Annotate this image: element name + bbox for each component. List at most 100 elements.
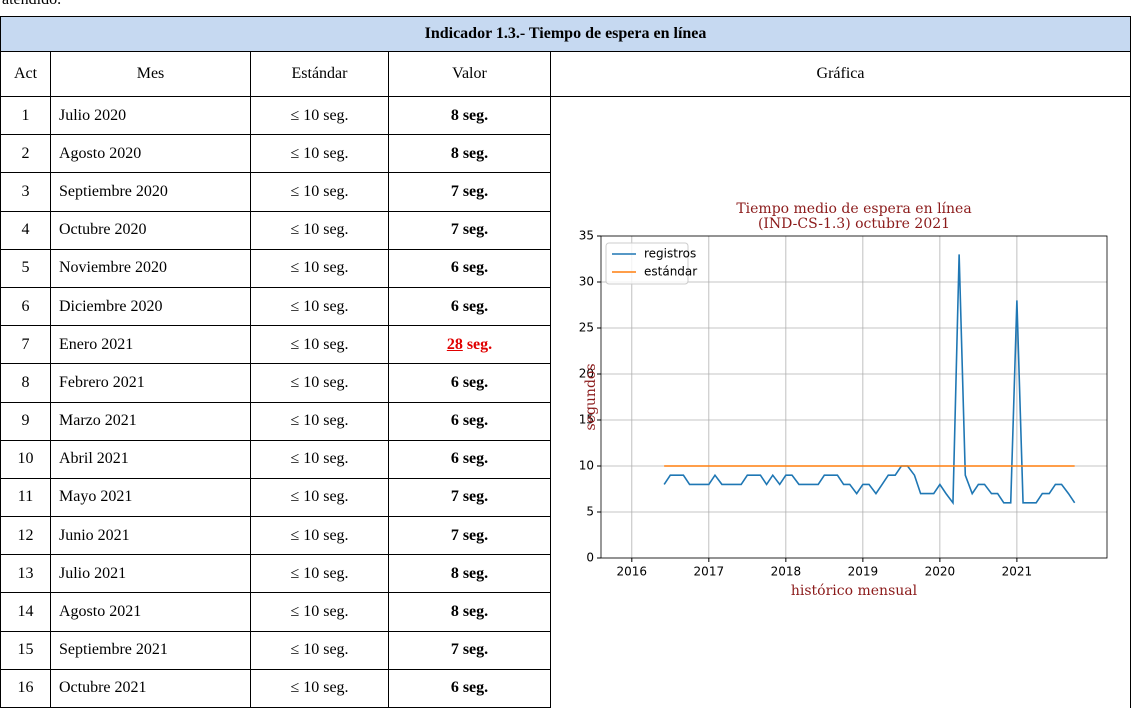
value-cell: 6 seg. — [388, 363, 551, 403]
data-line — [663, 254, 1076, 506]
value-cell: 7 seg. — [388, 210, 551, 250]
act-cell: 2 — [0, 134, 51, 174]
value-cell: 8 seg. — [388, 134, 551, 174]
table-row: 12 Junio 2021 ≤ 10 seg. 7 seg. — [0, 516, 1131, 556]
standard-cell: ≤ 10 seg. — [250, 95, 389, 136]
value-number: 28 — [446, 335, 463, 353]
value-cell: 6 seg. — [388, 286, 551, 327]
act-cell: 8 — [0, 363, 51, 403]
y-tick-label: 35 — [579, 229, 594, 243]
table-row: 9 Marzo 2021 ≤ 10 seg. 6 seg. — [0, 401, 1131, 441]
month-cell: Mayo 2021 — [50, 477, 251, 518]
act-cell: 6 — [0, 286, 51, 327]
table-row: 8 Febrero 2021 ≤ 10 seg. 6 seg. — [0, 363, 1131, 403]
month-cell: Octubre 2021 — [50, 668, 251, 708]
x-tick-label: 2019 — [848, 565, 879, 579]
month-cell: Enero 2021 — [50, 325, 251, 365]
column-header: Mes — [50, 51, 251, 97]
x-tick-label: 2017 — [694, 565, 725, 579]
table-title: Indicador 1.3.- Tiempo de espera en líne… — [0, 16, 1131, 52]
value-cell: 7 seg. — [388, 516, 551, 556]
column-header: Valor — [388, 51, 551, 97]
value-cell: 8 seg. — [388, 592, 551, 632]
standard-cell: ≤ 10 seg. — [250, 592, 389, 632]
table-body: Indicador 1.3.- Tiempo de espera en líne… — [0, 16, 1131, 708]
y-tick-label: 5 — [586, 505, 594, 519]
table-row: 7 Enero 2021 ≤ 10 seg. 28 seg. — [0, 325, 1131, 365]
standard-cell: ≤ 10 seg. — [250, 172, 389, 212]
y-tick-label: 10 — [579, 459, 594, 473]
table-row: 16 Octubre 2021 ≤ 10 seg. 6 seg. — [0, 668, 1131, 708]
y-tick-label: 20 — [579, 367, 594, 381]
chart-title: Tiempo medio de espera en línea — [736, 201, 971, 217]
x-tick-label: 2016 — [617, 565, 648, 579]
x-tick-label: 2021 — [1002, 565, 1033, 579]
standard-cell: ≤ 10 seg. — [250, 516, 389, 556]
column-header: Gráfica — [550, 51, 1131, 97]
month-cell: Abril 2021 — [50, 439, 251, 479]
standard-cell: ≤ 10 seg. — [250, 554, 389, 594]
value-cell: 6 seg. — [388, 439, 551, 479]
value-highlight: 28 seg. — [447, 336, 492, 353]
table-row: 11 Mayo 2021 ≤ 10 seg. 7 seg. — [0, 477, 1131, 518]
header-row: Act Mes Estándar Valor Gráfica — [0, 51, 1131, 97]
month-cell: Agosto 2020 — [50, 134, 251, 174]
table-row: 10 Abril 2021 ≤ 10 seg. 6 seg. — [0, 439, 1131, 479]
intro-text: atendido. — [2, 0, 61, 9]
standard-cell: ≤ 10 seg. — [250, 401, 389, 441]
act-cell: 16 — [0, 668, 51, 708]
act-cell: 13 — [0, 554, 51, 594]
month-cell: Julio 2020 — [50, 95, 251, 136]
y-tick-label: 15 — [579, 413, 594, 427]
table-row: 2 Agosto 2020 ≤ 10 seg. 8 seg. — [0, 134, 1131, 174]
standard-cell: ≤ 10 seg. — [250, 668, 389, 708]
x-tick-label: 2018 — [771, 565, 802, 579]
value-cell: 8 seg. — [388, 95, 551, 136]
standard-cell: ≤ 10 seg. — [250, 325, 389, 365]
standard-cell: ≤ 10 seg. — [250, 134, 389, 174]
month-cell: Diciembre 2020 — [50, 286, 251, 327]
y-axis-label: segundos — [583, 363, 599, 430]
month-cell: Febrero 2021 — [50, 363, 251, 403]
y-tick-label: 0 — [586, 551, 594, 565]
indicator-table: Indicador 1.3.- Tiempo de espera en líne… — [0, 16, 1131, 708]
legend-label: estándar — [644, 265, 697, 279]
value-cell: 28 seg. — [388, 325, 551, 365]
column-header: Estándar — [250, 51, 389, 97]
act-cell: 1 — [0, 95, 51, 136]
table-row: 3 Septiembre 2020 ≤ 10 seg. 7 seg. — [0, 172, 1131, 212]
act-cell: 10 — [0, 439, 51, 479]
value-cell: 7 seg. — [388, 172, 551, 212]
standard-cell: ≤ 10 seg. — [250, 630, 389, 670]
standard-cell: ≤ 10 seg. — [250, 286, 389, 327]
standard-cell: ≤ 10 seg. — [250, 248, 389, 288]
standard-cell: ≤ 10 seg. — [250, 210, 389, 250]
table-row: 4 Octubre 2020 ≤ 10 seg. 7 seg. — [0, 210, 1131, 250]
y-tick-label: 25 — [579, 321, 594, 335]
value-cell: 6 seg. — [388, 401, 551, 441]
column-header: Act — [0, 51, 51, 97]
value-cell: 7 seg. — [388, 477, 551, 518]
act-cell: 15 — [0, 630, 51, 670]
standard-cell: ≤ 10 seg. — [250, 363, 389, 403]
value-cell: 6 seg. — [388, 668, 551, 708]
y-tick-label: 30 — [579, 275, 594, 289]
table-row: 14 Agosto 2021 ≤ 10 seg. 8 seg. — [0, 592, 1131, 632]
chart-title: (IND-CS-1.3) octubre 2021 — [758, 216, 950, 232]
legend-label: registros — [644, 247, 696, 261]
axes-frame — [600, 235, 1108, 559]
standard-cell: ≤ 10 seg. — [250, 477, 389, 518]
title-row: Indicador 1.3.- Tiempo de espera en líne… — [0, 16, 1131, 52]
month-cell: Septiembre 2020 — [50, 172, 251, 212]
x-axis-label: histórico mensual — [791, 583, 918, 599]
value-cell: 6 seg. — [388, 248, 551, 288]
value-unit: seg. — [466, 335, 493, 353]
table-row: 6 Diciembre 2020 ≤ 10 seg. 6 seg. — [0, 286, 1131, 327]
x-tick-label: 2020 — [925, 565, 956, 579]
plot-area — [601, 236, 1107, 558]
act-cell: 14 — [0, 592, 51, 632]
table-row: 5 Noviembre 2020 ≤ 10 seg. 6 seg. — [0, 248, 1131, 288]
table-row: 13 Julio 2021 ≤ 10 seg. 8 seg. — [0, 554, 1131, 594]
